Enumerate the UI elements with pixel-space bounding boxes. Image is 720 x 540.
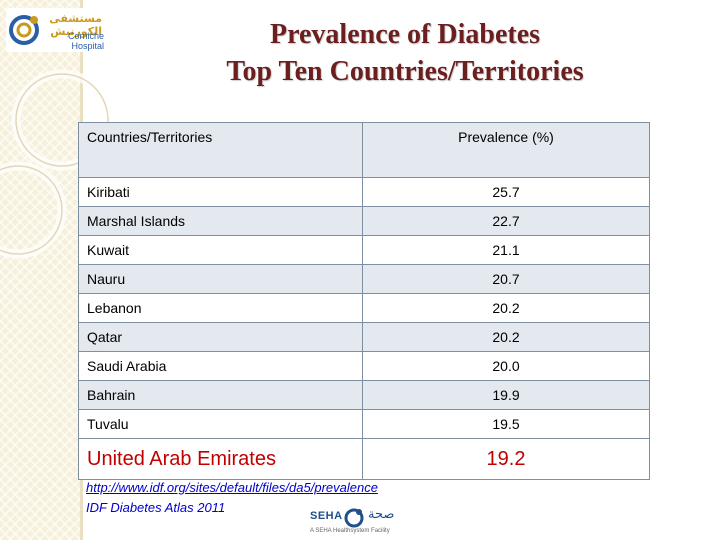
seha-arabic-text: صحة xyxy=(368,507,395,522)
seha-logo: SEHA صحة A SEHA Healthsystem Facility xyxy=(308,506,408,538)
prevalence-cell: 21.1 xyxy=(362,235,650,265)
table-row: Nauru 20.7 xyxy=(78,264,650,294)
country-cell: Nauru xyxy=(78,264,363,294)
prevalence-cell: 20.0 xyxy=(362,351,650,381)
source-note: IDF Diabetes Atlas 2011 xyxy=(86,500,226,515)
country-cell: Bahrain xyxy=(78,380,363,410)
country-cell: Kiribati xyxy=(78,177,363,207)
title-line-2: Top Ten Countries/Territories xyxy=(226,56,584,87)
slide-title: Prevalence of Diabetes Top Ten Countries… xyxy=(150,16,660,90)
title-line-1: Prevalence of Diabetes xyxy=(269,19,541,50)
hospital-logo: مستشفى الكورنيش Corniche Hospital xyxy=(6,8,104,52)
prevalence-cell: 22.7 xyxy=(362,206,650,236)
prevalence-cell: 20.2 xyxy=(362,293,650,323)
country-cell: Qatar xyxy=(78,322,363,352)
country-cell: Saudi Arabia xyxy=(78,351,363,381)
seha-latin-text: SEHA xyxy=(310,510,343,522)
logo-english-text: Corniche Hospital xyxy=(67,31,104,51)
seha-emblem-icon xyxy=(344,508,364,528)
table-row: Tuvalu 19.5 xyxy=(78,409,650,439)
table-row-highlighted: United Arab Emirates 19.2 xyxy=(78,438,650,480)
decorative-rings xyxy=(0,69,113,259)
country-cell: Marshal Islands xyxy=(78,206,363,236)
table-row: Bahrain 19.9 xyxy=(78,380,650,410)
country-cell: Lebanon xyxy=(78,293,363,323)
prevalence-cell: 25.7 xyxy=(362,177,650,207)
country-cell: Kuwait xyxy=(78,235,363,265)
seha-tagline: A SEHA Healthsystem Facility xyxy=(310,528,390,534)
prevalence-cell: 20.2 xyxy=(362,322,650,352)
table-row: Kiribati 25.7 xyxy=(78,177,650,207)
header-prevalence: Prevalence (%) xyxy=(362,122,650,178)
table-row: Qatar 20.2 xyxy=(78,322,650,352)
header-country: Countries/Territories xyxy=(78,122,363,178)
country-cell-highlighted: United Arab Emirates xyxy=(78,438,363,480)
table-row: Lebanon 20.2 xyxy=(78,293,650,323)
prevalence-table: Countries/Territories Prevalence (%) Kir… xyxy=(78,122,650,480)
source-link[interactable]: http://www.idf.org/sites/default/files/d… xyxy=(86,480,378,495)
prevalence-cell: 19.9 xyxy=(362,380,650,410)
country-cell: Tuvalu xyxy=(78,409,363,439)
decorative-sidebar xyxy=(0,0,80,540)
table-row: Kuwait 21.1 xyxy=(78,235,650,265)
table-row: Saudi Arabia 20.0 xyxy=(78,351,650,381)
logo-arabic-text: مستشفى الكورنيش xyxy=(49,12,102,38)
hospital-emblem-icon xyxy=(9,15,39,45)
table-header-row: Countries/Territories Prevalence (%) xyxy=(78,122,650,178)
table-row: Marshal Islands 22.7 xyxy=(78,206,650,236)
prevalence-cell-highlighted: 19.2 xyxy=(362,438,650,480)
prevalence-cell: 19.5 xyxy=(362,409,650,439)
prevalence-cell: 20.7 xyxy=(362,264,650,294)
